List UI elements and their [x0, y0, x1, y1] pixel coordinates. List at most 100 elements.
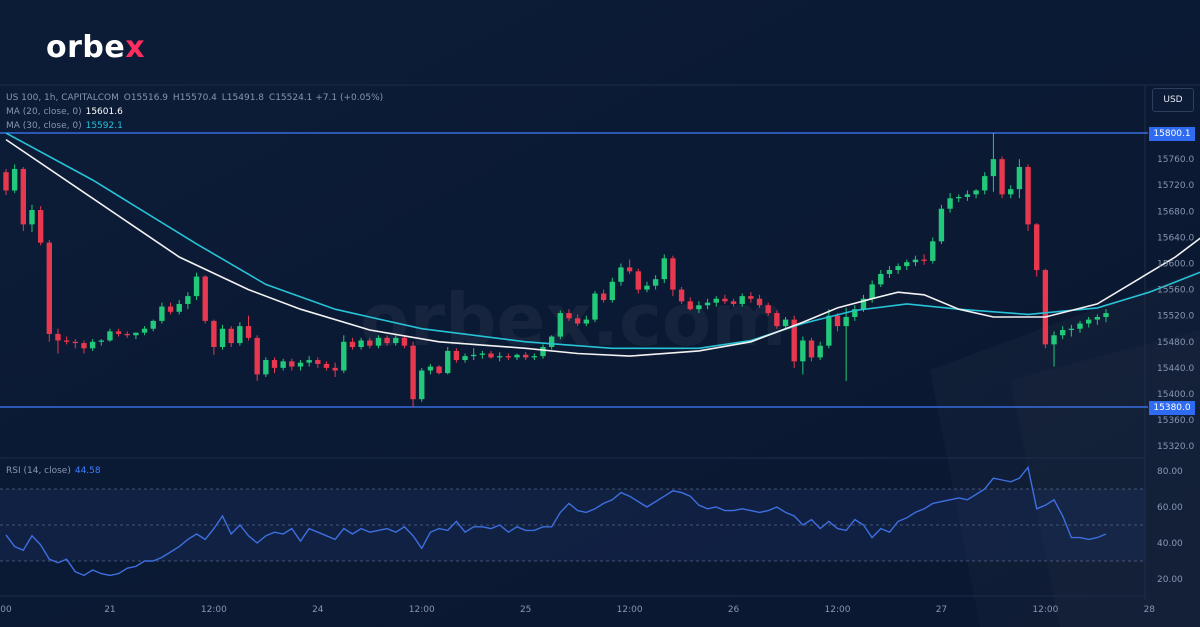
candle	[592, 290, 598, 323]
candle-body-down	[63, 340, 70, 342]
currency-selector[interactable]: USD	[1152, 88, 1194, 112]
candle-body-up	[696, 305, 702, 310]
candle	[1034, 223, 1040, 277]
candle	[1025, 164, 1031, 231]
candle-body-down	[505, 356, 512, 358]
candle-body-down	[808, 340, 815, 358]
candle	[159, 302, 165, 324]
candle	[107, 328, 113, 342]
rsi-tick-label: 80.00	[1157, 467, 1183, 477]
ma20-line	[5, 138, 1200, 357]
candle	[254, 335, 260, 381]
candle-body-up	[609, 281, 615, 301]
candle	[800, 336, 806, 375]
candle-body-up	[358, 340, 364, 347]
candle	[323, 361, 330, 371]
candle-body-up	[1103, 313, 1109, 317]
rsi-tick-label: 60.00	[1157, 503, 1183, 513]
price-tick-label: 15720.0	[1157, 181, 1194, 191]
candle-body-up	[947, 198, 953, 209]
ohlc-close: 15524.1	[275, 93, 313, 103]
ohlc-low-label: L	[221, 93, 227, 103]
candle-body-up	[930, 241, 936, 261]
candle	[46, 240, 52, 342]
brand-logo: orbex	[46, 30, 146, 65]
candle	[756, 294, 763, 308]
candle	[600, 289, 607, 303]
candle-body-down	[1034, 224, 1040, 271]
candle	[774, 310, 780, 329]
candle	[1094, 314, 1101, 325]
candle	[1042, 268, 1049, 349]
candle-body-down	[453, 350, 460, 361]
price-tick-label: 15640.0	[1157, 233, 1194, 243]
candle	[297, 360, 304, 371]
price-tick-label: 15360.0	[1157, 416, 1194, 426]
candle-body-up	[973, 190, 979, 195]
ohlc-close-label: C	[268, 93, 276, 103]
candle	[332, 362, 338, 377]
candle	[271, 357, 278, 374]
price-tick-label: 15600.0	[1157, 260, 1194, 270]
candle-body-down	[228, 328, 234, 344]
ohlc-high: 15570.4	[179, 93, 217, 103]
candle-body-up	[1068, 328, 1075, 331]
candle	[89, 339, 96, 351]
candle-body-up	[964, 194, 971, 197]
candle	[999, 156, 1005, 199]
candle-body-up	[263, 360, 269, 375]
price-tick-label: 15680.0	[1157, 207, 1194, 217]
candle	[704, 298, 711, 310]
candle-body-down	[46, 242, 52, 334]
candle	[176, 300, 182, 315]
candle-body-up	[375, 337, 382, 346]
candle	[973, 189, 979, 199]
candle-body-up	[141, 328, 148, 333]
candle	[63, 336, 70, 345]
candle-body-up	[297, 362, 304, 367]
candle	[947, 193, 953, 213]
candle-body-up	[557, 313, 564, 337]
candle	[1068, 324, 1075, 337]
candle-body-down	[55, 333, 61, 341]
candle	[1103, 309, 1109, 323]
candle	[124, 331, 130, 338]
candle	[990, 133, 997, 192]
candle	[55, 328, 61, 354]
candle-body-down	[410, 345, 416, 400]
candle-body-up	[514, 354, 520, 358]
candle-body-up	[869, 284, 875, 299]
candle-body-down	[202, 276, 208, 321]
candle-body-down	[245, 326, 252, 338]
price-tick-label: 15760.0	[1157, 155, 1194, 165]
candle-body-up	[860, 298, 867, 310]
candle	[133, 332, 139, 340]
time-tick-label: 12:00	[201, 605, 227, 615]
candle-body-down	[271, 360, 278, 368]
candle	[167, 302, 174, 315]
candle-body-down	[1025, 166, 1031, 225]
time-tick-label: 24	[312, 605, 324, 615]
candle-body-down	[81, 343, 87, 349]
candle-body-up	[471, 354, 477, 357]
time-tick-label: 26	[728, 605, 740, 615]
candle-body-up	[938, 208, 945, 242]
candle	[393, 335, 399, 346]
candle-body-up	[479, 353, 486, 355]
rsi-tick-label: 40.00	[1157, 539, 1183, 549]
candle-body-down	[765, 305, 771, 314]
candle-body-up	[1051, 335, 1057, 345]
candle	[193, 272, 200, 301]
candle-body-down	[124, 333, 130, 336]
candle	[834, 313, 841, 332]
candle	[791, 315, 797, 368]
candle	[211, 319, 217, 355]
candle	[696, 301, 702, 314]
candle-body-up	[843, 316, 849, 327]
rsi-label: RSI (14, close)	[6, 466, 71, 476]
candle-body-up	[1094, 316, 1101, 320]
candle	[626, 259, 633, 274]
